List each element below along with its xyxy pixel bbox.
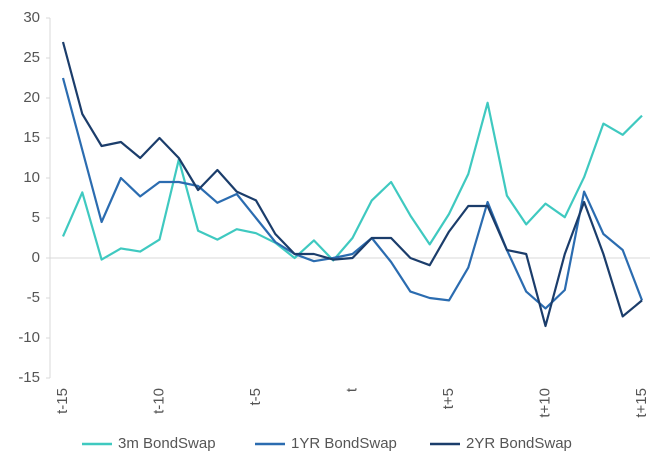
y-tick-label: -15 [18, 369, 40, 386]
x-tick-label: t+5 [440, 388, 457, 409]
x-tick-label: t [343, 387, 360, 392]
legend-label: 1YR BondSwap [291, 435, 397, 452]
y-tick-label: -5 [27, 289, 40, 306]
y-tick-label: 30 [23, 9, 40, 26]
series-line [61, 101, 643, 262]
x-tick-label: t+10 [536, 388, 553, 418]
y-tick-label: 15 [23, 129, 40, 146]
x-tick-label: t-5 [247, 388, 264, 406]
series-line [61, 41, 643, 328]
series-line [61, 77, 644, 310]
y-tick-label: -10 [18, 329, 40, 346]
y-tick-label: 5 [32, 209, 40, 226]
legend-label: 3m BondSwap [118, 435, 216, 452]
x-tick-label: t+15 [633, 388, 650, 418]
x-tick-label: t-15 [54, 388, 71, 414]
y-tick-label: 0 [32, 249, 40, 266]
legend-label: 2YR BondSwap [466, 435, 572, 452]
y-tick-label: 25 [23, 49, 40, 66]
y-tick-label: 10 [23, 169, 40, 186]
x-tick-label: t-10 [150, 388, 167, 414]
y-tick-label: 20 [23, 89, 40, 106]
